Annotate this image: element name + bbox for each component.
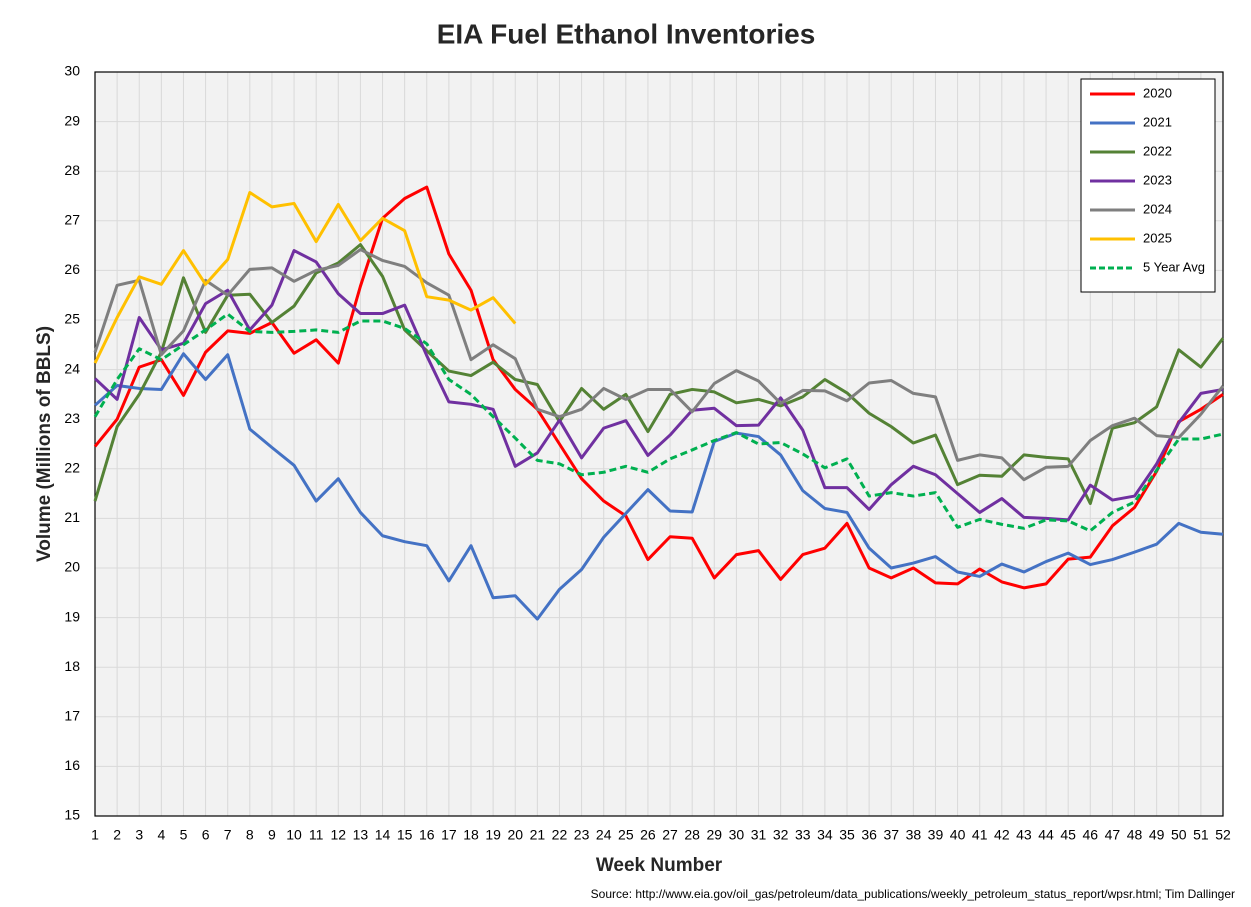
x-tick-label: 27 xyxy=(662,827,678,843)
x-tick-label: 2 xyxy=(113,827,121,843)
x-tick-label: 12 xyxy=(331,827,347,843)
x-tick-label: 48 xyxy=(1127,827,1143,843)
legend-label: 2025 xyxy=(1143,230,1172,245)
y-tick-label: 16 xyxy=(64,757,80,773)
x-tick-label: 21 xyxy=(530,827,546,843)
y-tick-label: 25 xyxy=(64,311,80,327)
x-tick-label: 4 xyxy=(157,827,165,843)
x-tick-label: 30 xyxy=(729,827,745,843)
y-tick-label: 24 xyxy=(64,360,80,376)
x-tick-label: 36 xyxy=(861,827,877,843)
x-tick-label: 26 xyxy=(640,827,656,843)
y-axis-label: Volume (Millions of BBLS) xyxy=(34,326,55,562)
x-axis-label: Week Number xyxy=(596,855,723,876)
x-tick-label: 28 xyxy=(684,827,700,843)
x-tick-label: 41 xyxy=(972,827,988,843)
series-line xyxy=(93,312,1224,533)
x-tick-label: 24 xyxy=(596,827,612,843)
y-tick-label: 15 xyxy=(64,807,80,823)
y-tick-label: 28 xyxy=(64,162,80,178)
legend-box xyxy=(1080,78,1216,293)
x-tick-label: 34 xyxy=(817,827,833,843)
x-tick-label: 8 xyxy=(246,827,254,843)
x-tick-label: 10 xyxy=(286,827,302,843)
x-tick-label: 25 xyxy=(618,827,634,843)
x-tick-label: 11 xyxy=(309,827,324,843)
legend-label: 5 Year Avg xyxy=(1143,259,1205,274)
x-tick-label: 6 xyxy=(202,827,210,843)
x-tick-label: 33 xyxy=(795,827,811,843)
x-tick-label: 3 xyxy=(135,827,143,843)
x-tick-label: 1 xyxy=(91,827,99,843)
x-tick-label: 20 xyxy=(507,827,523,843)
x-tick-label: 42 xyxy=(994,827,1010,843)
x-tick-label: 50 xyxy=(1171,827,1187,843)
series-line xyxy=(93,249,1224,522)
y-tick-label: 26 xyxy=(64,261,80,277)
x-tick-label: 38 xyxy=(906,827,922,843)
x-tick-label: 15 xyxy=(397,827,413,843)
legend-label: 2021 xyxy=(1143,114,1172,129)
chart-title: EIA Fuel Ethanol Inventories xyxy=(437,18,816,49)
legend-label: 2022 xyxy=(1143,143,1172,158)
y-tick-label: 17 xyxy=(64,708,80,724)
y-tick-label: 22 xyxy=(64,460,80,476)
x-tick-label: 14 xyxy=(375,827,391,843)
series-line xyxy=(93,243,1225,506)
x-tick-label: 40 xyxy=(950,827,966,843)
y-tick-label: 18 xyxy=(64,658,80,674)
x-tick-label: 37 xyxy=(883,827,899,843)
x-tick-label: 18 xyxy=(463,827,479,843)
x-tick-label: 29 xyxy=(707,827,723,843)
x-tick-label: 23 xyxy=(574,827,590,843)
x-tick-label: 5 xyxy=(180,827,188,843)
series-line xyxy=(93,248,1225,482)
y-tick-label: 20 xyxy=(64,559,80,575)
x-tick-label: 44 xyxy=(1038,827,1054,843)
x-tick-label: 9 xyxy=(268,827,276,843)
y-tick-label: 19 xyxy=(64,608,80,624)
x-tick-label: 22 xyxy=(552,827,568,843)
x-tick-label: 46 xyxy=(1083,827,1099,843)
x-tick-label: 43 xyxy=(1016,827,1032,843)
legend-label: 2020 xyxy=(1143,85,1172,100)
x-tick-label: 45 xyxy=(1060,827,1076,843)
x-tick-label: 49 xyxy=(1149,827,1165,843)
y-tick-label: 23 xyxy=(64,410,80,426)
x-tick-label: 47 xyxy=(1105,827,1121,843)
series-line xyxy=(93,191,517,364)
x-tick-label: 35 xyxy=(839,827,855,843)
plot-border xyxy=(94,71,1224,817)
x-tick-label: 31 xyxy=(751,827,767,843)
legend-label: 2023 xyxy=(1143,172,1172,187)
source-note: Source: http://www.eia.gov/oil_gas/petro… xyxy=(591,887,1235,901)
x-tick-label: 32 xyxy=(773,827,789,843)
series-line xyxy=(93,185,1224,590)
x-tick-label: 51 xyxy=(1193,827,1209,843)
x-tick-label: 13 xyxy=(353,827,369,843)
x-tick-label: 17 xyxy=(441,827,457,843)
legend-label: 2024 xyxy=(1143,201,1172,216)
series-line xyxy=(93,352,1224,621)
x-tick-label: 19 xyxy=(485,827,501,843)
x-tick-label: 16 xyxy=(419,827,435,843)
x-tick-label: 7 xyxy=(224,827,232,843)
y-tick-label: 30 xyxy=(64,63,80,79)
y-tick-label: 29 xyxy=(64,112,80,128)
y-tick-label: 21 xyxy=(64,509,80,525)
x-tick-label: 52 xyxy=(1215,827,1231,843)
x-tick-label: 39 xyxy=(928,827,944,843)
y-tick-label: 27 xyxy=(64,212,80,228)
